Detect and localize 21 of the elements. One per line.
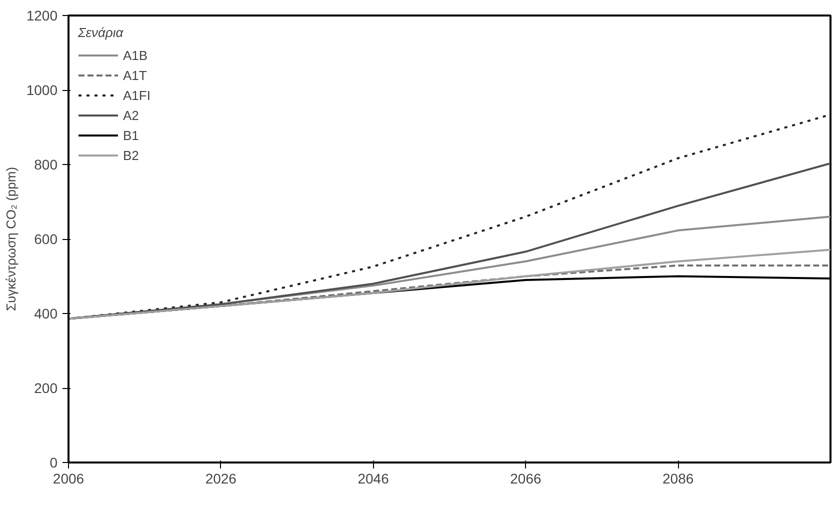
y-tick-label: 400: [34, 306, 58, 322]
line-series: [68, 248, 830, 320]
x-tick-label: 2086: [662, 470, 694, 486]
legend-label: A1FI: [123, 88, 150, 102]
legend-label: A2: [123, 108, 140, 122]
legend-label: A1T: [123, 68, 147, 82]
y-tick-label: 800: [34, 156, 58, 172]
y-tick-label: 1200: [26, 8, 58, 24]
legend-title: Σενάρια: [78, 25, 124, 40]
x-tick-label: 2046: [358, 470, 390, 486]
x-tick-label: 2026: [205, 470, 237, 486]
y-tick-label: 600: [34, 231, 58, 247]
y-tick-label: 0: [50, 454, 58, 470]
legend-label: A1B: [123, 48, 148, 62]
legend-label: B2: [123, 148, 140, 162]
y-axis-title: Συγκέντρωση CO₂ (ppm): [3, 166, 18, 312]
y-tick-label: 1000: [26, 82, 58, 98]
x-tick-label: 2066: [510, 470, 542, 486]
x-tick-label: 2006: [52, 470, 84, 486]
y-tick-label: 200: [34, 380, 58, 396]
legend-label: B1: [123, 128, 140, 142]
